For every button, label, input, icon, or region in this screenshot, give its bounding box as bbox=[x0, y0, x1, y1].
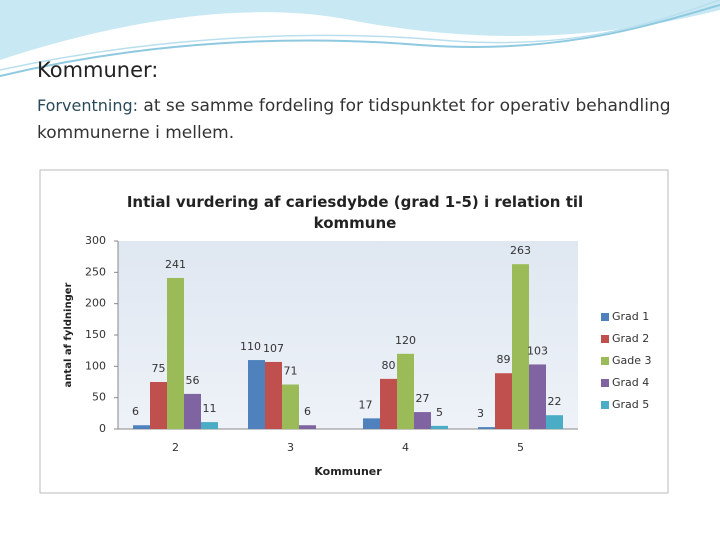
bar bbox=[529, 364, 546, 429]
bar bbox=[546, 415, 563, 429]
y-axis-label: antal af fyldninger bbox=[63, 282, 74, 387]
bar bbox=[495, 373, 512, 429]
bar bbox=[512, 264, 529, 429]
data-label: 56 bbox=[186, 374, 200, 387]
data-label: 6 bbox=[304, 405, 311, 418]
bar bbox=[397, 353, 414, 429]
legend-swatch bbox=[601, 379, 609, 387]
bar bbox=[167, 277, 184, 429]
bar bbox=[133, 425, 150, 429]
bar bbox=[184, 393, 201, 429]
legend-label: Grad 2 bbox=[612, 332, 649, 345]
x-tick-label: 3 bbox=[287, 441, 294, 454]
data-label: 27 bbox=[416, 392, 430, 405]
data-label: 3 bbox=[477, 407, 484, 420]
chart-title: Intial vurdering af cariesdybde (grad 1-… bbox=[127, 193, 583, 232]
bar bbox=[363, 418, 380, 429]
x-tick-label: 5 bbox=[517, 441, 524, 454]
y-tick-label: 200 bbox=[85, 297, 106, 310]
data-label: 80 bbox=[382, 359, 396, 372]
y-tick-label: 50 bbox=[92, 391, 106, 404]
legend-label: Grad 5 bbox=[612, 398, 649, 411]
data-label: 11 bbox=[203, 402, 217, 415]
legend-swatch bbox=[601, 313, 609, 321]
data-label: 17 bbox=[359, 398, 373, 411]
lead-text: at se samme fordeling for tidspunktet fo… bbox=[37, 96, 671, 143]
legend-label: Grad 4 bbox=[612, 376, 649, 389]
data-label: 107 bbox=[263, 342, 284, 355]
bar bbox=[265, 361, 282, 429]
lead: Forventning: at se samme fordeling for t… bbox=[37, 92, 687, 147]
data-label: 110 bbox=[240, 340, 261, 353]
data-label: 241 bbox=[165, 258, 186, 271]
data-label: 89 bbox=[497, 353, 511, 366]
data-label: 75 bbox=[152, 362, 166, 375]
legend-swatch bbox=[601, 401, 609, 409]
y-tick-label: 150 bbox=[85, 328, 106, 341]
data-label: 5 bbox=[436, 406, 443, 419]
legend-swatch bbox=[601, 335, 609, 343]
x-tick-label: 2 bbox=[172, 441, 179, 454]
x-tick-label: 4 bbox=[402, 441, 409, 454]
bar bbox=[248, 360, 265, 429]
data-label: 103 bbox=[527, 344, 548, 357]
y-tick-label: 300 bbox=[85, 234, 106, 247]
data-label: 120 bbox=[395, 334, 416, 347]
bar bbox=[380, 378, 397, 429]
x-axis-label: Kommuner bbox=[314, 465, 382, 478]
data-label: 263 bbox=[510, 244, 531, 257]
bar bbox=[478, 427, 495, 429]
heading: Kommuner: bbox=[37, 58, 159, 82]
legend-label: Grad 1 bbox=[612, 310, 649, 323]
bar bbox=[201, 422, 218, 429]
bar bbox=[299, 425, 316, 429]
bar bbox=[282, 384, 299, 429]
data-label: 71 bbox=[284, 365, 298, 378]
y-tick-label: 250 bbox=[85, 265, 106, 278]
legend-swatch bbox=[601, 357, 609, 365]
bar bbox=[414, 412, 431, 429]
decoration bbox=[0, 0, 720, 77]
lead-label: Forventning: bbox=[37, 96, 138, 115]
bar bbox=[150, 382, 167, 429]
data-label: 6 bbox=[132, 405, 139, 418]
y-tick-label: 0 bbox=[99, 422, 106, 435]
data-label: 22 bbox=[548, 395, 562, 408]
y-tick-label: 100 bbox=[85, 359, 106, 372]
bar bbox=[431, 425, 448, 429]
legend-label: Gade 3 bbox=[612, 354, 652, 367]
